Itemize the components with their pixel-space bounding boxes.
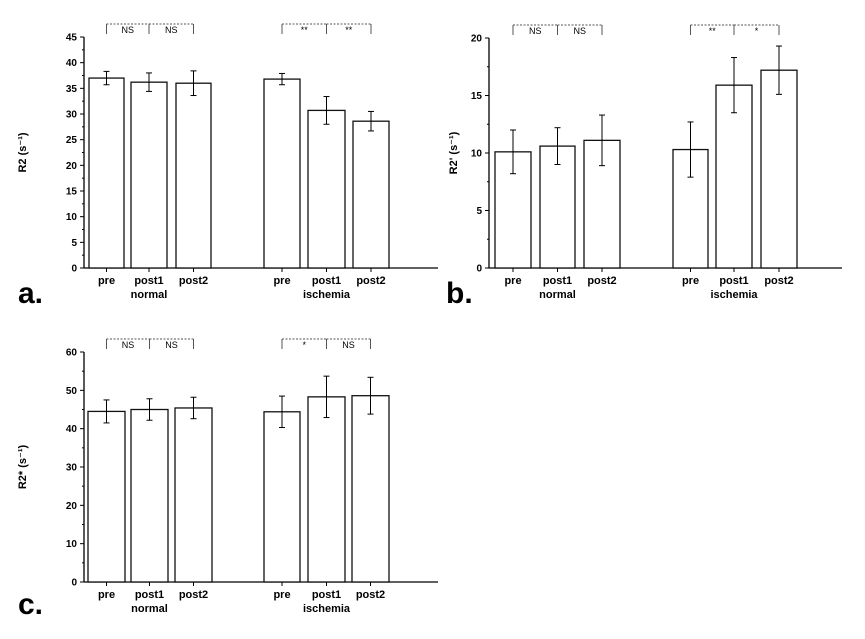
y-tick-label: 5 — [71, 238, 77, 249]
chart-panel-c: 0 10 20 30 40 50 60 R2* (s⁻¹) pre post1 post2 pre po… — [17, 338, 438, 621]
y-axis-label: R2* (s⁻¹) — [17, 445, 29, 490]
significance-label: ** — [301, 25, 309, 35]
bar — [351, 395, 390, 583]
x-tick-label: pre — [273, 589, 290, 601]
significance-label: NS — [122, 340, 135, 350]
y-tick-label: 25 — [66, 135, 78, 146]
bar — [130, 408, 169, 583]
significance-label: * — [755, 26, 759, 36]
x-tick-label: pre — [682, 275, 699, 287]
y-tick-label: 10 — [471, 149, 483, 160]
bar — [307, 109, 346, 269]
significance-label: ** — [345, 25, 353, 35]
y-tick-label: 30 — [66, 463, 78, 474]
chart-panel-b: 0 5 10 15 20 R2' (s⁻¹) pre post1 post2 pre post1 po… — [446, 24, 842, 310]
x-tick-label: post1 — [719, 275, 748, 287]
y-tick-label: 35 — [66, 84, 78, 95]
y-tick-label: 5 — [476, 206, 482, 217]
x-tick-label: pre — [98, 275, 115, 287]
chart-panel-a: 0 5 10 15 20 25 30 35 40 45 R2 (s⁻¹) pre post1 post2 p… — [17, 23, 438, 310]
y-tick-label: 45 — [66, 33, 78, 44]
significance-label: NS — [529, 26, 542, 36]
x-tick-label: post2 — [764, 275, 793, 287]
x-tick-label: post1 — [543, 275, 572, 287]
x-tick-label: pre — [504, 275, 521, 287]
x-tick-label: post1 — [312, 275, 341, 287]
bar — [760, 69, 798, 269]
y-tick-label: 0 — [71, 578, 77, 589]
bar — [174, 407, 213, 583]
y-tick-label: 40 — [66, 58, 78, 69]
group-label: normal — [539, 289, 576, 301]
panel-label: c. — [18, 588, 43, 621]
x-tick-label: post1 — [135, 589, 164, 601]
y-tick-label: 15 — [66, 187, 78, 198]
y-tick-label: 0 — [476, 264, 482, 275]
bar — [263, 78, 301, 269]
y-tick-label: 40 — [66, 424, 78, 435]
y-tick-label: 0 — [71, 264, 77, 275]
group-label: ischemia — [710, 289, 758, 301]
bar — [352, 120, 390, 269]
bar — [539, 145, 576, 269]
x-tick-label: post2 — [179, 275, 208, 287]
y-tick-label: 20 — [471, 34, 483, 45]
x-tick-label: post2 — [356, 589, 385, 601]
bar — [307, 396, 346, 583]
y-tick-label: 15 — [471, 91, 483, 102]
significance-label: NS — [342, 340, 355, 350]
panel-label: a. — [18, 277, 43, 310]
x-tick-label: pre — [98, 589, 115, 601]
y-axis-label: R2' (s⁻¹) — [448, 131, 460, 174]
significance-label: NS — [165, 25, 178, 35]
y-tick-label: 60 — [66, 348, 78, 359]
group-label: normal — [131, 289, 168, 301]
bar — [263, 411, 301, 583]
x-tick-label: post1 — [134, 275, 163, 287]
y-tick-label: 20 — [66, 161, 78, 172]
group-label: normal — [131, 603, 168, 615]
y-tick-label: 10 — [66, 539, 78, 550]
bar — [88, 77, 125, 269]
significance-label: NS — [573, 26, 586, 36]
group-label: ischemia — [303, 289, 351, 301]
x-tick-label: post2 — [356, 275, 385, 287]
panel-label: b. — [446, 277, 473, 310]
x-tick-label: post2 — [587, 275, 616, 287]
significance-label: ** — [709, 26, 717, 36]
y-tick-label: 20 — [66, 501, 78, 512]
bar — [130, 81, 168, 269]
y-axis-label: R2 (s⁻¹) — [17, 132, 29, 172]
bar — [175, 82, 212, 269]
x-tick-label: pre — [273, 275, 290, 287]
y-tick-label: 10 — [66, 212, 78, 223]
significance-label: * — [302, 340, 306, 350]
significance-label: NS — [165, 340, 178, 350]
y-tick-label: 30 — [66, 110, 78, 121]
x-tick-label: post2 — [179, 589, 208, 601]
y-tick-label: 50 — [66, 386, 78, 397]
bar — [87, 410, 126, 583]
x-tick-label: post1 — [312, 589, 341, 601]
group-label: ischemia — [303, 603, 351, 615]
significance-label: NS — [121, 25, 134, 35]
